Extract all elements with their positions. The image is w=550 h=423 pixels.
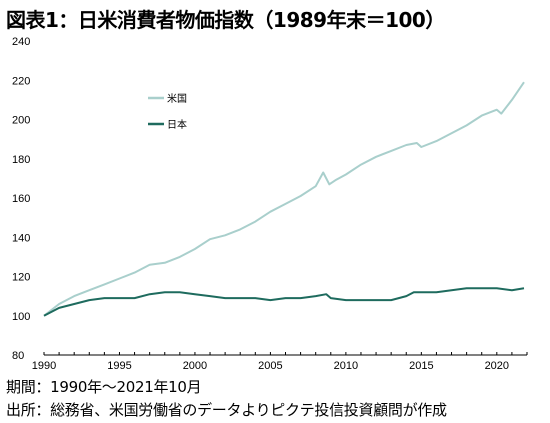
x-tick-label: 1990 [32, 360, 56, 372]
chart-title: 図表1：日米消費者物価指数（1989年末＝100） [6, 8, 445, 32]
legend-label: 日本 [167, 118, 187, 131]
x-tick-label: 2015 [409, 360, 433, 372]
period-note: 期間：1990年～2021年10月 [6, 378, 202, 396]
x-tick-label: 2010 [334, 360, 358, 372]
series-line-japan [43, 287, 525, 317]
y-axis-tick-labels: 80 100 120 140 160 180 200 220 240 [12, 36, 30, 362]
y-tick-label: 240 [12, 36, 30, 48]
series-lines [43, 81, 525, 317]
y-tick-label: 180 [12, 154, 30, 166]
source-note: 出所：総務省、米国労働省のデータよりピクテ投信投資顧問が作成 [6, 401, 447, 419]
y-tick-label: 200 [12, 115, 30, 127]
line-chart: 80 100 120 140 160 180 200 220 240 1990 1995 2000 2… [12, 36, 528, 372]
y-tick-label: 160 [12, 193, 30, 205]
x-tick-label: 2005 [258, 360, 282, 372]
y-tick-label: 100 [12, 311, 30, 323]
y-tick-label: 220 [12, 75, 30, 87]
series-line-us [43, 81, 525, 317]
y-tick-label: 140 [12, 232, 30, 244]
legend-label: 米国 [167, 92, 187, 105]
y-tick-label: 120 [12, 272, 30, 284]
x-tick-label: 1995 [107, 360, 131, 372]
x-axis: 1990 1995 2000 2005 2010 2015 2020 [32, 352, 528, 372]
y-tick-label: 80 [12, 350, 24, 362]
x-tick-label: 2020 [485, 360, 509, 372]
x-tick-label: 2000 [183, 360, 207, 372]
